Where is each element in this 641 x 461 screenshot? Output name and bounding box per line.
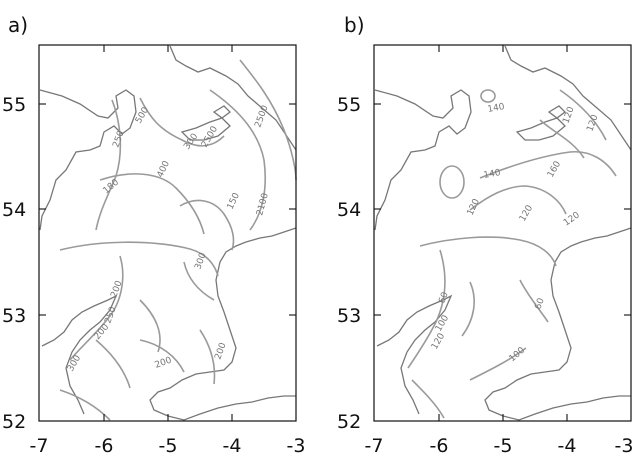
contour-label: 200 <box>109 279 124 299</box>
isoline <box>99 173 205 235</box>
contour-label: 400 <box>156 159 172 179</box>
y-tick-label: 55 <box>2 94 26 116</box>
contour-label: 2500 <box>200 124 220 149</box>
isoline <box>69 255 124 361</box>
contour-label: 200 <box>154 355 174 370</box>
y-tick-label: 53 <box>2 305 26 327</box>
contour-label: 120 <box>561 105 576 125</box>
isoline <box>199 329 216 385</box>
contour-label: 2100 <box>255 192 271 217</box>
panel-b-label: b) <box>344 13 365 37</box>
coastline-islands <box>515 105 566 141</box>
y-tick-label: 54 <box>337 199 361 221</box>
contour-label: 300 <box>66 353 83 373</box>
contour-label: 140 <box>483 168 502 181</box>
isoline <box>411 379 445 419</box>
coastline-wales <box>41 294 118 415</box>
coastline-wales <box>376 294 453 415</box>
isoline <box>519 279 549 323</box>
isoline <box>179 199 235 251</box>
contour-label: 60 <box>437 291 450 305</box>
x-tick-label: -7 <box>365 435 384 457</box>
contour-label: 100 <box>434 313 451 333</box>
isoline <box>559 89 607 141</box>
isoline <box>479 151 617 179</box>
y-tick-label: 53 <box>337 305 361 327</box>
panel-a-label: a) <box>8 13 28 37</box>
isoline <box>539 119 585 159</box>
contour-label: 120 <box>430 331 447 351</box>
isoline <box>469 185 567 215</box>
isoline <box>59 389 111 421</box>
y-tick-label: 54 <box>2 199 26 221</box>
x-tick-label: -3 <box>287 435 306 457</box>
coastline <box>39 89 137 231</box>
contour-label: 120 <box>585 113 600 133</box>
coastline-upper <box>504 45 632 151</box>
isoline <box>59 241 219 277</box>
x-tick-label: -4 <box>558 435 577 457</box>
y-tick-label: 55 <box>337 94 361 116</box>
contour-label: 120 <box>518 203 535 223</box>
isoline <box>239 59 297 181</box>
x-tick-label: -6 <box>430 435 449 457</box>
coastline-england <box>149 227 297 421</box>
coastline-upper <box>169 45 297 151</box>
contour-label: 150 <box>226 191 242 211</box>
panel-b: b) 140 120 120 140 120 120 160 120 60 60… <box>337 13 633 457</box>
contour-label: 250 <box>111 129 126 149</box>
isoline <box>95 339 131 389</box>
x-tick-label: -3 <box>615 435 634 457</box>
isoline <box>95 99 122 231</box>
x-tick-label: -4 <box>223 435 242 457</box>
contour-label: 160 <box>546 159 563 179</box>
contour-label: 250 <box>103 305 118 325</box>
isoline <box>469 347 527 381</box>
isoline <box>139 299 161 353</box>
isoline <box>439 165 465 199</box>
contour-label: 60 <box>533 297 546 311</box>
x-tick-label: -5 <box>494 435 513 457</box>
isoline <box>419 236 557 267</box>
isoline <box>139 97 225 147</box>
contour-label: 140 <box>487 102 506 115</box>
isoline <box>183 261 215 301</box>
contour-label: 300 <box>193 251 208 271</box>
x-tick-label: -7 <box>30 435 49 457</box>
isoline <box>209 89 267 231</box>
isoline <box>139 339 185 373</box>
contour-label: 500 <box>134 105 151 125</box>
contour-label: 200 <box>213 341 228 361</box>
x-tick-label: -6 <box>95 435 114 457</box>
isoline <box>480 89 496 103</box>
y-tick-label: 52 <box>2 411 26 433</box>
contour-label: 120 <box>466 197 482 217</box>
y-tick-label: 52 <box>337 411 361 433</box>
panel-a: a) 500 250 300 180 2500 400 150 2100 300… <box>2 13 305 457</box>
coastline-england <box>484 227 632 421</box>
coastline <box>374 89 472 231</box>
coastline-islands <box>180 105 231 141</box>
contour-label: 180 <box>102 177 122 196</box>
isoline <box>407 249 446 369</box>
isoline <box>461 281 475 337</box>
contour-label: 2500 <box>253 104 270 129</box>
x-tick-label: -5 <box>159 435 178 457</box>
